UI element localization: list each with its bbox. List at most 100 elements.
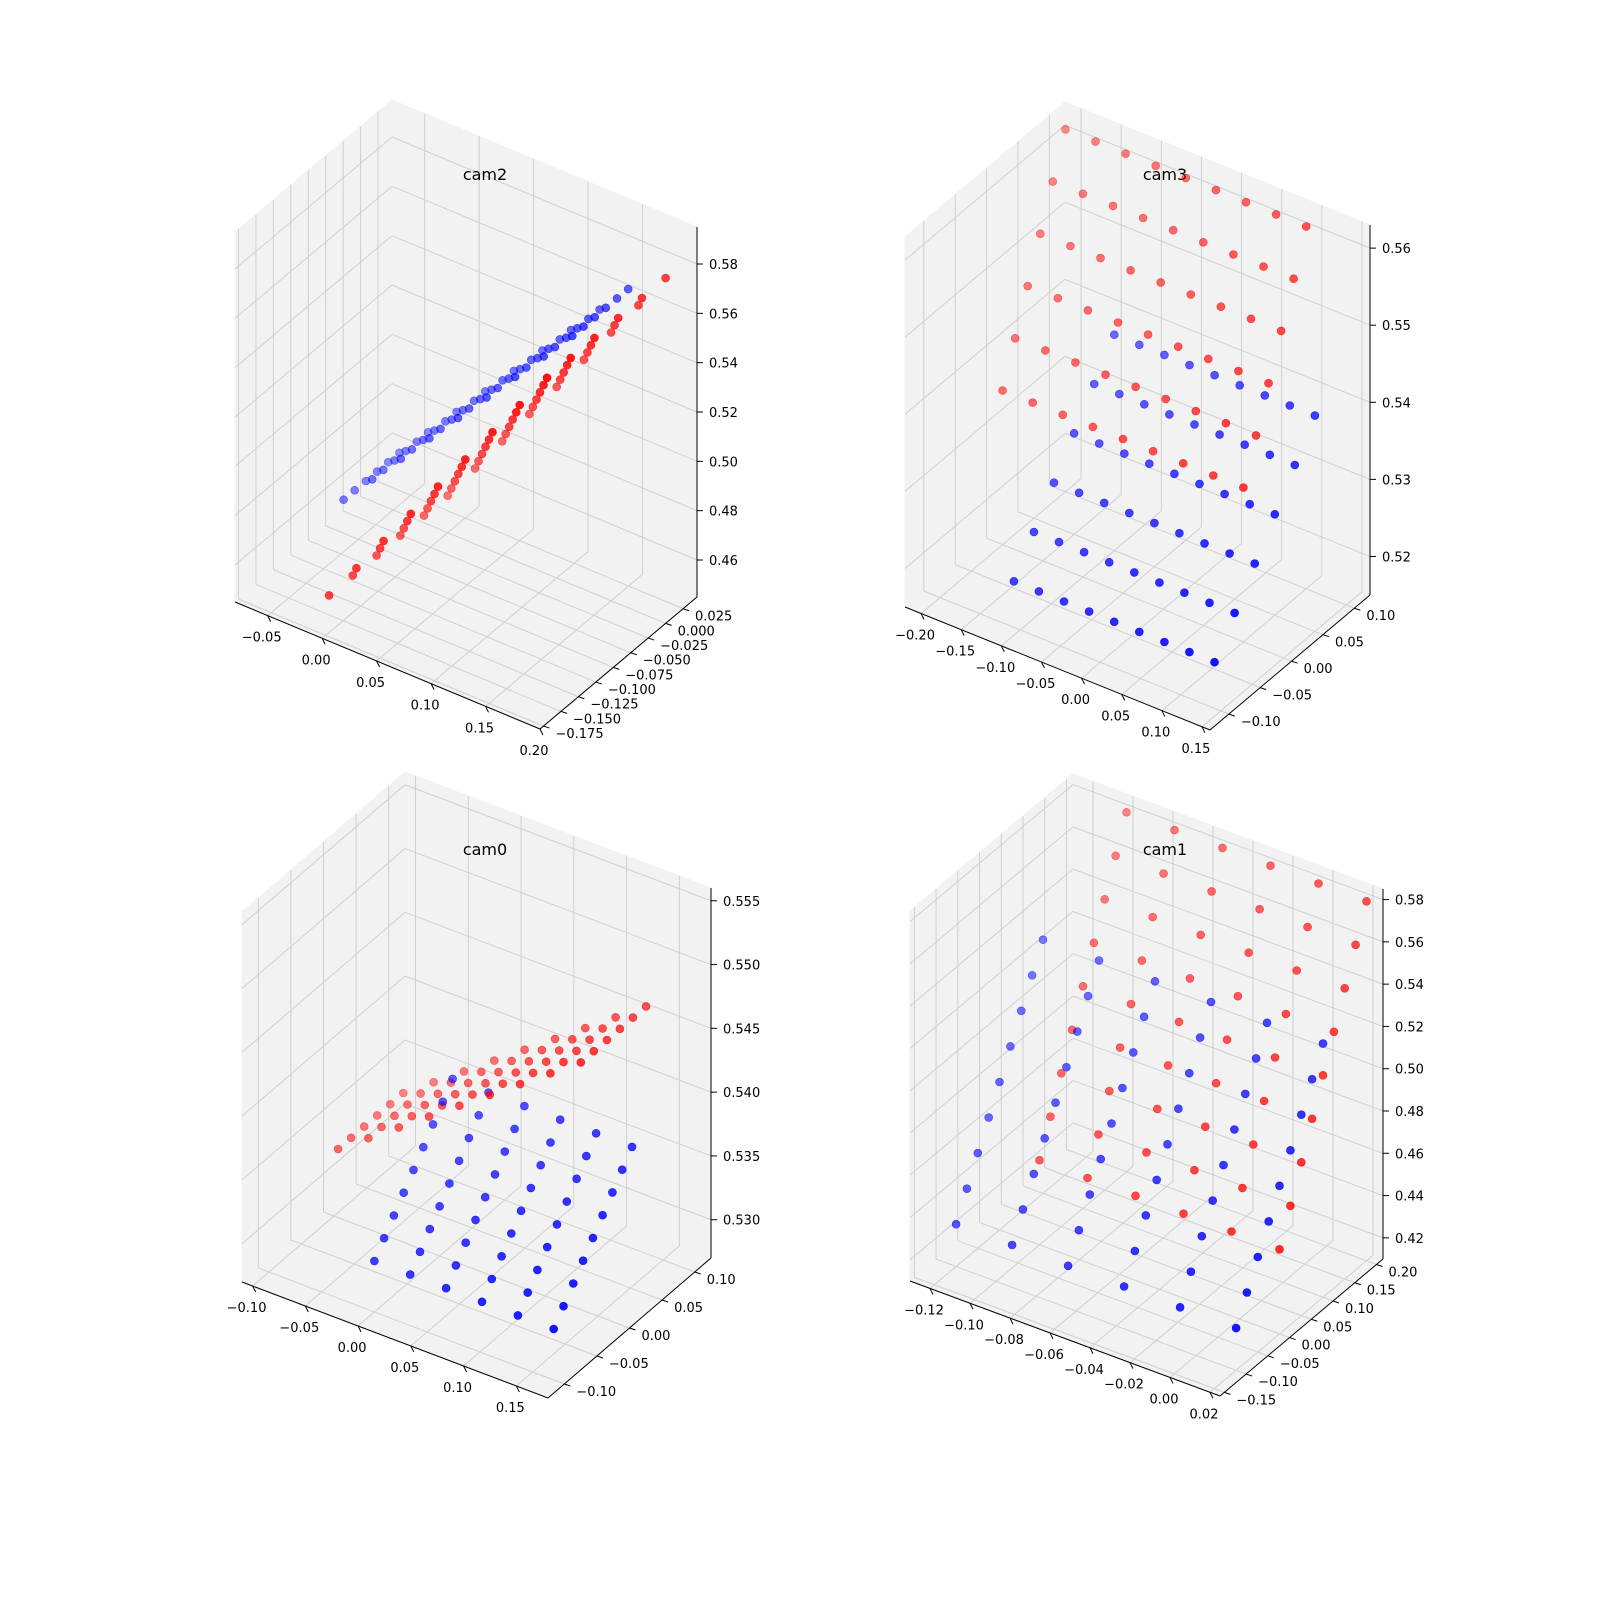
red-point — [567, 1035, 577, 1044]
red-point — [481, 442, 490, 452]
red-point — [566, 353, 576, 363]
red-point — [348, 571, 358, 580]
x-tick-mark — [1089, 1347, 1094, 1354]
x-tick-mark — [1049, 1332, 1054, 1340]
gridline-x — [376, 528, 534, 662]
red-point — [1153, 1104, 1162, 1114]
gridline-z — [241, 784, 406, 926]
gridline-y — [986, 537, 1292, 662]
blue-point — [1210, 370, 1219, 380]
x-tick-label: −0.06 — [1024, 1348, 1064, 1363]
x-tick-label: 0.10 — [411, 699, 440, 714]
x-tick-mark — [463, 1365, 468, 1373]
blue-point — [1307, 1074, 1317, 1084]
blue-point — [555, 1115, 565, 1124]
x-tick-mark — [252, 1285, 256, 1293]
red-point — [1156, 278, 1165, 287]
blue-point — [520, 1101, 529, 1111]
blue-point — [1165, 410, 1174, 419]
red-point — [641, 1002, 651, 1011]
gridline-x — [1041, 526, 1202, 663]
gridline-y — [1017, 511, 1324, 636]
gridline-z — [1072, 826, 1384, 943]
blue-point — [425, 433, 434, 443]
x-axis-line — [909, 1280, 1221, 1397]
red-point — [1289, 274, 1298, 284]
gridline-z — [234, 383, 393, 517]
red-point — [634, 300, 643, 310]
blue-point — [1040, 1134, 1049, 1143]
blue-point — [1069, 428, 1079, 438]
blue-point — [562, 1197, 572, 1206]
red-point — [528, 402, 538, 412]
red-point — [1259, 1096, 1269, 1106]
red-point — [537, 1045, 547, 1055]
blue-point — [1290, 460, 1300, 470]
blue-point — [500, 1147, 510, 1156]
blue-point — [1175, 1303, 1185, 1312]
x-tick-label: 0.02 — [1190, 1407, 1219, 1422]
red-point — [1191, 406, 1201, 416]
gridline-z — [1072, 784, 1384, 901]
blue-point — [461, 1238, 471, 1247]
red-point — [528, 1068, 538, 1078]
red-point — [1292, 966, 1301, 975]
x-tick-mark — [929, 1288, 934, 1295]
x-tick-mark — [1209, 1392, 1214, 1399]
blue-point — [568, 1279, 578, 1288]
red-point — [520, 1045, 529, 1054]
red-point — [576, 1058, 586, 1067]
gridline-z — [404, 911, 712, 1029]
blue-point — [1240, 440, 1249, 450]
gridline-y — [238, 598, 544, 727]
red-point — [1329, 1027, 1339, 1037]
gridline-x — [1129, 1225, 1294, 1363]
blue-point — [1253, 1252, 1263, 1262]
gridline-y — [957, 1240, 1268, 1357]
red-point — [515, 1079, 525, 1089]
blue-point — [1029, 1169, 1039, 1179]
red-point — [477, 449, 487, 459]
blue-point — [1230, 608, 1239, 618]
red-point — [1281, 1009, 1291, 1019]
red-point — [598, 1024, 607, 1033]
blue-point — [471, 1215, 480, 1225]
red-point — [589, 1046, 599, 1056]
red-point — [416, 1089, 425, 1098]
red-point — [1089, 938, 1099, 948]
y-tick-mark — [560, 710, 568, 714]
x-tick-label: −0.05 — [279, 1321, 319, 1336]
y-tick-label: −0.15 — [1236, 1393, 1276, 1408]
red-point — [1061, 125, 1070, 134]
x-tick-mark — [920, 613, 925, 620]
red-point — [497, 436, 507, 446]
red-point — [1218, 843, 1227, 853]
red-point — [433, 1089, 443, 1099]
gridline-y — [955, 564, 1261, 689]
blue-point — [1225, 549, 1234, 558]
blue-point — [396, 454, 406, 464]
x-tick-label: 0.10 — [443, 1381, 472, 1396]
red-point — [1351, 940, 1360, 950]
x-tick-label: 0.00 — [338, 1341, 367, 1356]
blue-point — [428, 1120, 438, 1129]
blue-point — [590, 312, 600, 322]
red-point — [364, 1133, 373, 1143]
blue-point — [1150, 976, 1160, 986]
red-point — [489, 1056, 499, 1065]
red-point — [359, 1122, 369, 1131]
gridline-z — [909, 868, 1074, 1007]
x-tick-mark — [1121, 694, 1126, 701]
x-tick-mark — [357, 1325, 362, 1333]
y-tick-mark — [1260, 687, 1267, 691]
gridline-z — [404, 975, 712, 1093]
red-point — [1046, 1112, 1055, 1121]
gridline-y — [255, 583, 562, 712]
red-point — [1307, 1114, 1317, 1124]
blue-point — [1251, 1054, 1261, 1063]
red-point — [542, 373, 552, 383]
red-point — [430, 489, 439, 499]
blue-point — [549, 1324, 559, 1334]
gridline-z — [909, 911, 1074, 1049]
red-point — [1301, 222, 1311, 231]
